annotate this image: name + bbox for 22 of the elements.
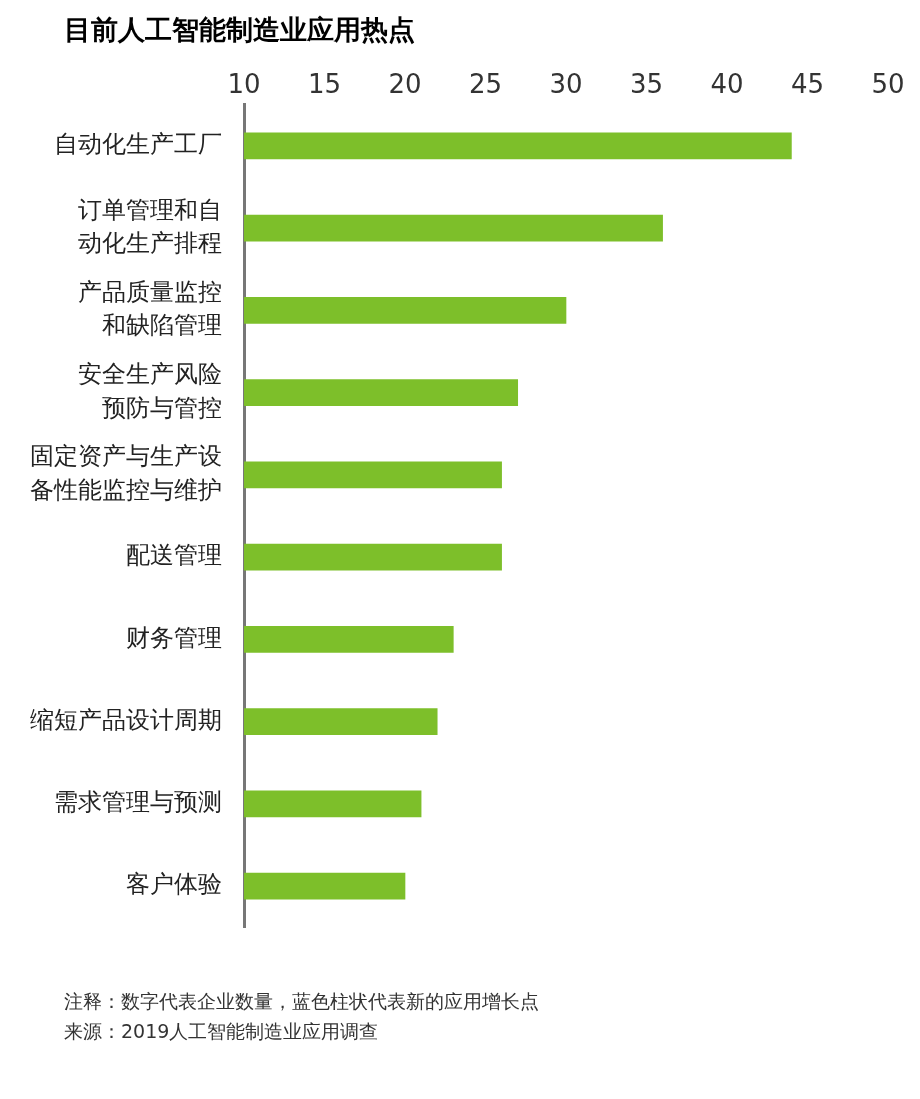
y-tick-label: 需求管理与预测: [54, 788, 222, 817]
text: 注释：数字代表企业数量，蓝色柱状代表新的应用增长点: [64, 989, 540, 1014]
y-tick-label: 固定资产与生产设备性能监控与维护: [30, 442, 222, 504]
source-note: 来源：2019人工智能制造业应用调查: [64, 1019, 380, 1045]
y-tick-label: 客户体验: [126, 870, 222, 899]
y-tick-label: 安全生产风险预防与管控: [78, 360, 222, 422]
y-tick-label: 产品质量监控和缺陷管理: [78, 277, 222, 340]
y-tick-label: 缩短产品设计周期: [30, 705, 222, 734]
x-tick-label: 20: [388, 68, 422, 99]
x-tick-label: 35: [629, 68, 664, 99]
x-tick-label: 10: [227, 68, 261, 99]
x-tick-label: 15: [307, 68, 342, 99]
chart-title: 目前人工智能制造业应用热点: [64, 13, 416, 47]
x-tick-label: 30: [549, 68, 583, 99]
y-tick-label: 订单管理和自动化生产排程: [78, 195, 222, 258]
y-tick-label: 配送管理: [126, 541, 222, 570]
x-tick-label: 40: [710, 68, 744, 99]
x-tick-label: 25: [468, 68, 503, 99]
y-tick-label: 自动化生产工厂: [54, 130, 222, 159]
y-tick-label: 财务管理: [126, 623, 222, 652]
x-tick-label: 45: [790, 68, 825, 99]
x-tick-label: 50: [871, 68, 905, 99]
